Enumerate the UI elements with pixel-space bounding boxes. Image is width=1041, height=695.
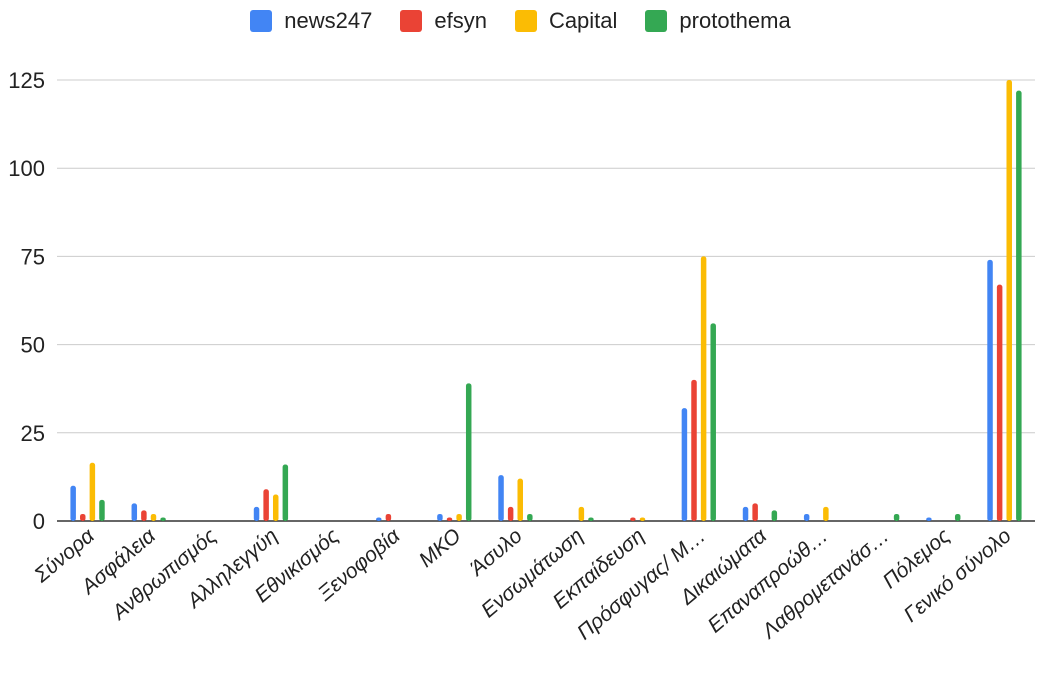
y-tick-label: 100 [8, 156, 45, 181]
legend-item-capital[interactable]: Capital [514, 8, 618, 34]
legend-label-protothema: protothema [679, 8, 791, 33]
legend-swatch-capital [514, 10, 537, 32]
bar-protothema-7[interactable] [527, 513, 533, 521]
bar-news247-12[interactable] [803, 513, 810, 521]
y-tick-label: 75 [21, 244, 45, 269]
bar-Capital-9[interactable] [639, 517, 646, 521]
bar-news247-10[interactable] [681, 408, 688, 521]
bar-efsyn-5[interactable] [385, 513, 392, 521]
legend-label-efsyn: efsyn [434, 8, 487, 33]
bar-protothema-14[interactable] [954, 513, 961, 521]
bar-efsyn-0[interactable] [80, 513, 86, 521]
bar-Capital-6[interactable] [456, 513, 462, 521]
bar-news247-15[interactable] [987, 259, 993, 521]
legend-swatch-news247 [250, 10, 273, 32]
bar-Capital-3[interactable] [272, 494, 279, 521]
bar-protothema-1[interactable] [160, 517, 166, 521]
bar-Capital-10[interactable] [700, 256, 707, 521]
bar-Capital-12[interactable] [823, 506, 829, 521]
bar-efsyn-6[interactable] [446, 517, 453, 521]
x-tick-label: Ανθρωπισμός [106, 524, 221, 626]
legend-swatch-efsyn [400, 10, 423, 32]
y-tick-label: 50 [21, 333, 45, 358]
y-tick-label: 125 [8, 68, 45, 93]
bar-efsyn-10[interactable] [691, 379, 697, 521]
bar-protothema-15[interactable] [1016, 90, 1022, 522]
y-tick-label: 25 [21, 421, 45, 446]
legend-label-capital: Capital [548, 8, 618, 33]
bar-Capital-8[interactable] [578, 506, 585, 521]
bar-protothema-6[interactable] [465, 383, 472, 521]
bar-news247-6[interactable] [437, 513, 443, 521]
bar-Capital-1[interactable] [150, 513, 157, 521]
bar-protothema-13[interactable] [893, 513, 900, 521]
bar-news247-14[interactable] [926, 517, 932, 521]
legend-label-news247: news247 [284, 8, 373, 33]
bar-efsyn-7[interactable] [507, 506, 514, 521]
bar-protothema-8[interactable] [588, 517, 594, 521]
bar-protothema-0[interactable] [99, 499, 105, 521]
bar-efsyn-3[interactable] [263, 489, 269, 521]
legend-item-protothema[interactable]: protothema [645, 8, 791, 34]
legend-item-efsyn[interactable]: efsyn [400, 8, 487, 34]
x-tick-label: ΜΚΟ [415, 524, 466, 572]
bar-protothema-11[interactable] [771, 510, 778, 521]
x-tick-label: Γενικό σύνολο [900, 524, 1016, 627]
bar-Capital-0[interactable] [89, 462, 96, 521]
bar-Capital-7[interactable] [517, 478, 523, 521]
bar-efsyn-1[interactable] [141, 510, 147, 521]
bar-efsyn-9[interactable] [630, 517, 636, 521]
bar-news247-7[interactable] [498, 475, 504, 521]
legend-item-news247[interactable]: news247 [250, 8, 372, 34]
bar-protothema-3[interactable] [282, 464, 289, 521]
bar-news247-5[interactable] [376, 517, 382, 521]
bar-news247-0[interactable] [70, 485, 76, 521]
bar-protothema-10[interactable] [710, 323, 716, 521]
legend: news247 efsyn Capital protothema [0, 8, 1041, 34]
bar-news247-1[interactable] [131, 503, 138, 521]
bar-news247-3[interactable] [253, 506, 260, 521]
bar-efsyn-15[interactable] [996, 284, 1003, 521]
bar-efsyn-11[interactable] [752, 503, 758, 521]
bar-news247-11[interactable] [742, 506, 749, 521]
bar-Capital-15[interactable] [1006, 80, 1012, 521]
legend-swatch-protothema [645, 10, 668, 32]
y-tick-label: 0 [33, 509, 45, 534]
